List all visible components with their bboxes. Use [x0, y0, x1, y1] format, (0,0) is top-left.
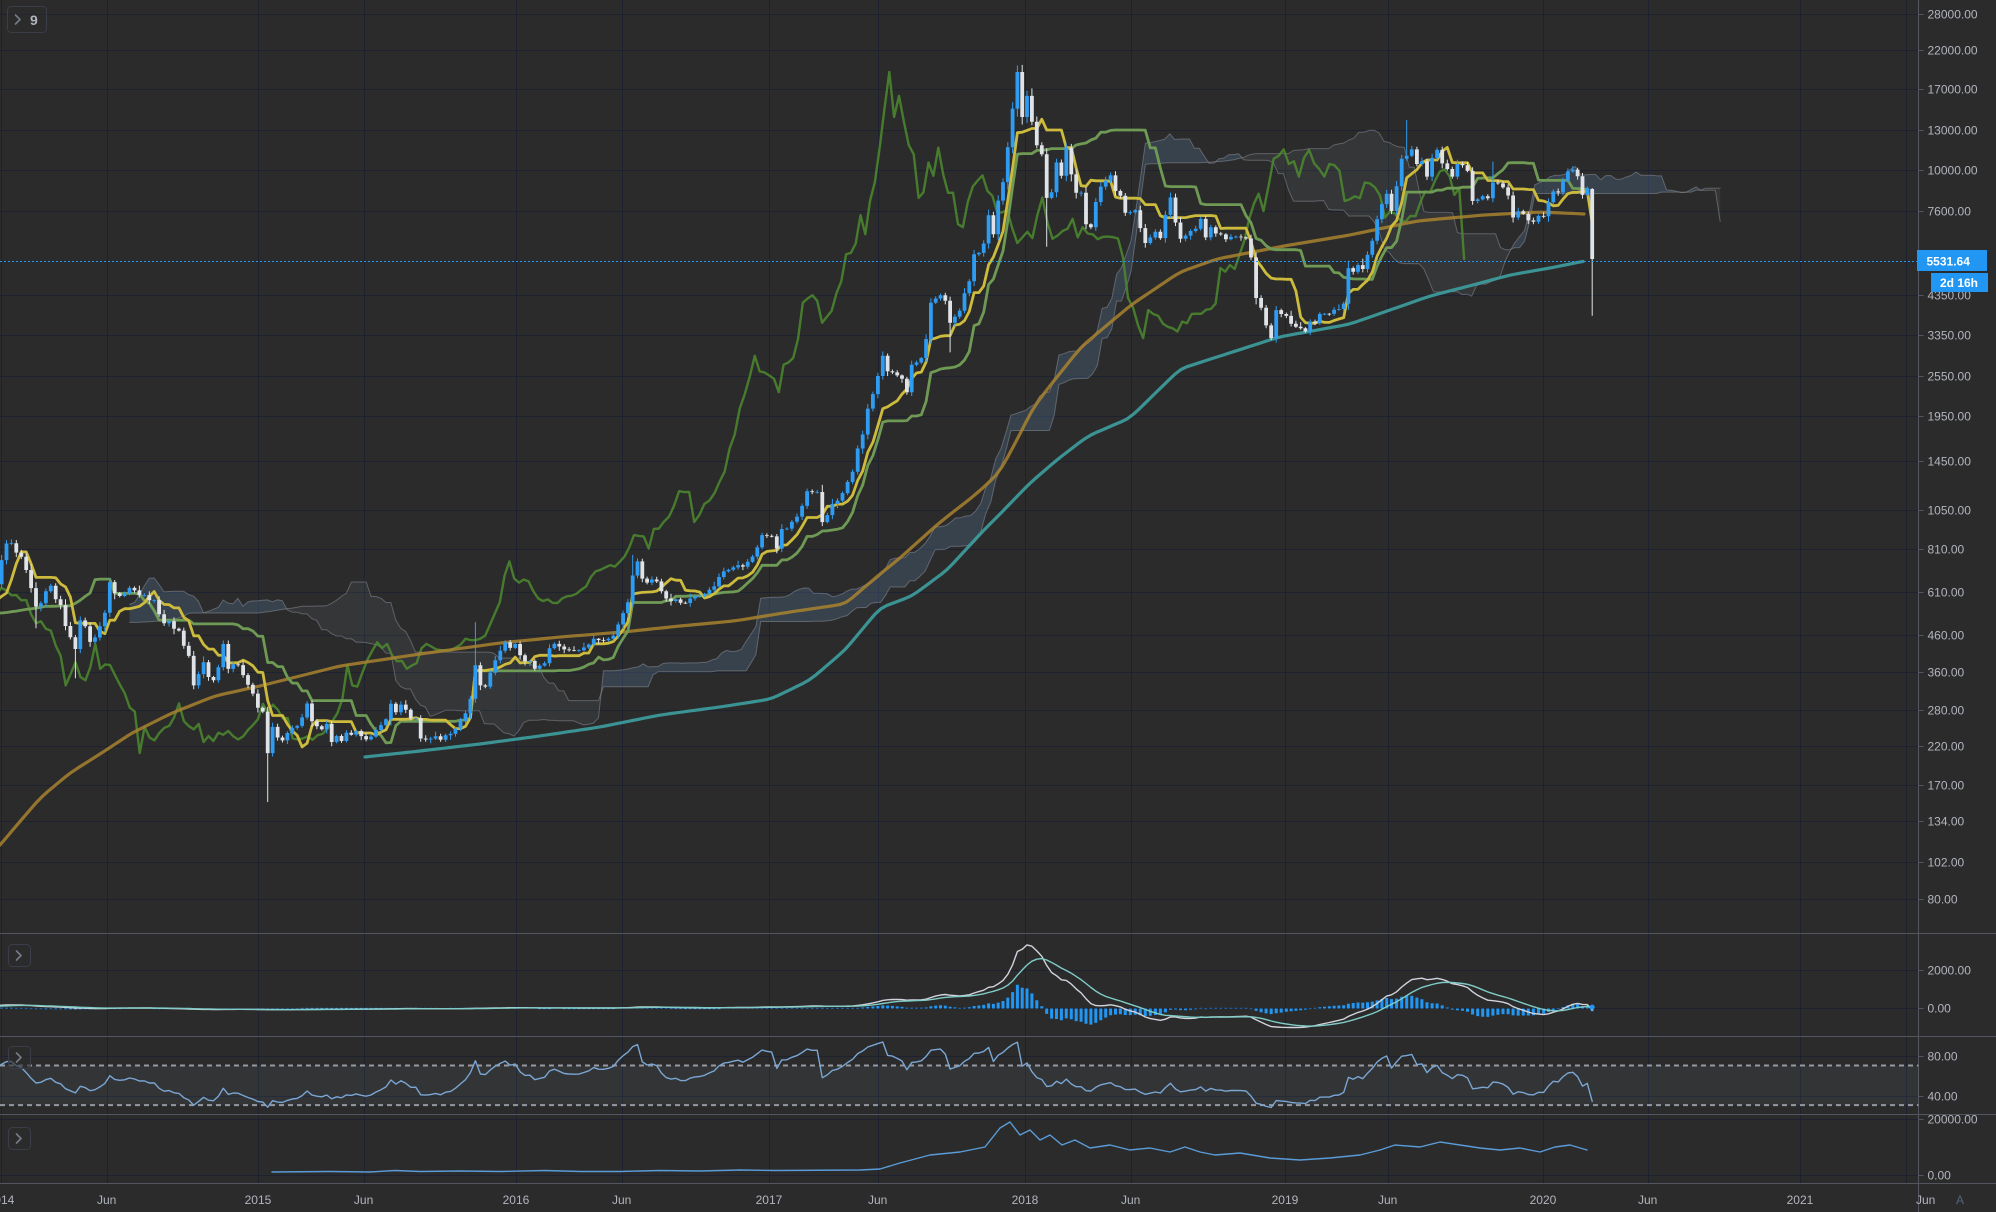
svg-text:Jun: Jun — [1121, 1193, 1140, 1207]
svg-text:22000.00: 22000.00 — [1928, 44, 1978, 58]
svg-text:2021: 2021 — [1787, 1193, 1814, 1207]
svg-text:0.00: 0.00 — [1928, 1002, 1952, 1016]
svg-text:0.00: 0.00 — [1928, 1169, 1952, 1183]
svg-text:7600.00: 7600.00 — [1928, 205, 1972, 219]
svg-text:80.00: 80.00 — [1928, 893, 1958, 907]
svg-text:Jun: Jun — [1638, 1193, 1657, 1207]
svg-text:1050.00: 1050.00 — [1928, 504, 1972, 518]
svg-text:2018: 2018 — [1012, 1193, 1039, 1207]
svg-text:Jun: Jun — [1378, 1193, 1397, 1207]
svg-text:28000.00: 28000.00 — [1928, 8, 1978, 22]
svg-text:460.00: 460.00 — [1928, 629, 1965, 643]
svg-text:3350.00: 3350.00 — [1928, 329, 1972, 343]
svg-text:220.00: 220.00 — [1928, 740, 1965, 754]
svg-text:810.00: 810.00 — [1928, 543, 1965, 557]
svg-text:1450.00: 1450.00 — [1928, 455, 1972, 469]
svg-text:360.00: 360.00 — [1928, 666, 1965, 680]
svg-text:20000.00: 20000.00 — [1928, 1113, 1978, 1127]
svg-text:2014: 2014 — [0, 1193, 15, 1207]
svg-text:280.00: 280.00 — [1928, 704, 1965, 718]
svg-text:A: A — [1956, 1193, 1964, 1207]
svg-text:610.00: 610.00 — [1928, 586, 1965, 600]
svg-text:2019: 2019 — [1272, 1193, 1299, 1207]
svg-text:40.00: 40.00 — [1928, 1090, 1958, 1104]
svg-text:Jun: Jun — [97, 1193, 116, 1207]
svg-text:2017: 2017 — [756, 1193, 783, 1207]
svg-text:13000.00: 13000.00 — [1928, 124, 1978, 138]
svg-text:80.00: 80.00 — [1928, 1050, 1958, 1064]
svg-text:Jun: Jun — [1916, 1193, 1935, 1207]
svg-text:10000.00: 10000.00 — [1928, 164, 1978, 178]
svg-text:170.00: 170.00 — [1928, 779, 1965, 793]
svg-text:2d 16h: 2d 16h — [1940, 276, 1978, 290]
svg-text:5531.64: 5531.64 — [1927, 255, 1971, 269]
svg-text:134.00: 134.00 — [1928, 815, 1965, 829]
svg-text:Jun: Jun — [868, 1193, 887, 1207]
svg-text:2550.00: 2550.00 — [1928, 370, 1972, 384]
svg-text:2020: 2020 — [1530, 1193, 1557, 1207]
svg-text:Jun: Jun — [612, 1193, 631, 1207]
svg-text:2015: 2015 — [245, 1193, 272, 1207]
svg-text:1950.00: 1950.00 — [1928, 410, 1972, 424]
svg-text:Jun: Jun — [354, 1193, 373, 1207]
svg-text:2000.00: 2000.00 — [1928, 964, 1972, 978]
svg-text:102.00: 102.00 — [1928, 856, 1965, 870]
svg-text:2016: 2016 — [503, 1193, 530, 1207]
svg-text:9: 9 — [30, 12, 38, 28]
svg-text:17000.00: 17000.00 — [1928, 83, 1978, 97]
